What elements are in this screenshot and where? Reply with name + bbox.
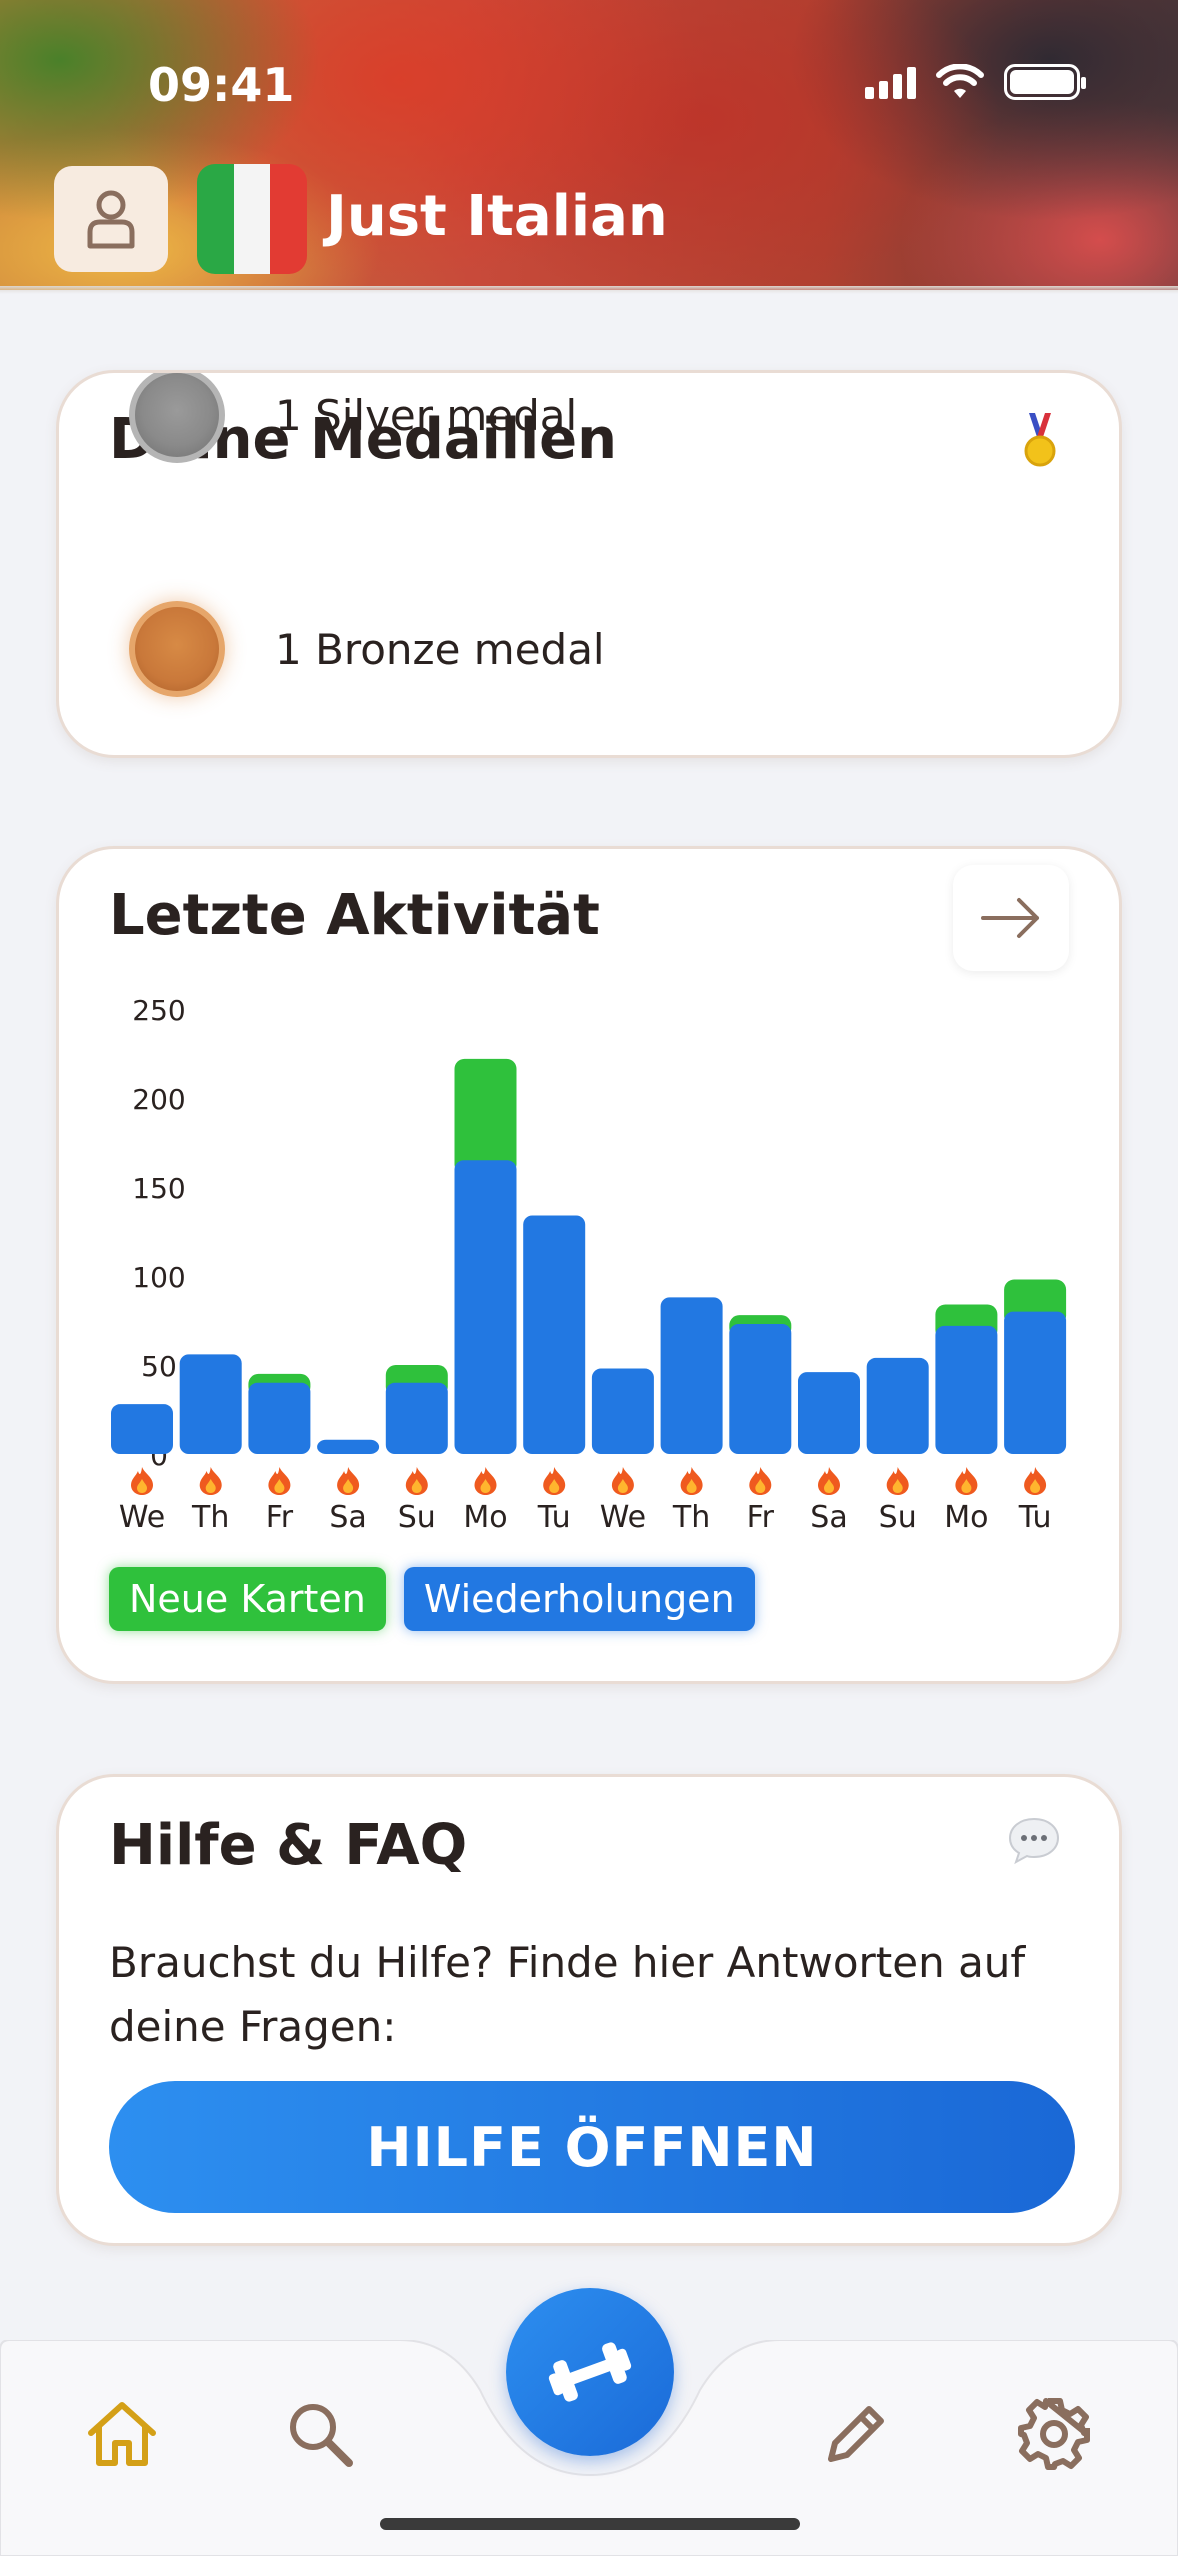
practice-button[interactable] bbox=[506, 2288, 674, 2456]
flame-icon bbox=[818, 1467, 840, 1495]
tab-search[interactable] bbox=[270, 2384, 370, 2484]
tabbar-background bbox=[0, 2340, 1178, 2556]
bar-reviews[interactable] bbox=[798, 1372, 860, 1454]
bronze-medal-icon bbox=[129, 601, 225, 697]
wifi-icon bbox=[936, 64, 984, 98]
bar-reviews[interactable] bbox=[935, 1325, 998, 1454]
y-tick-label: 50 bbox=[141, 1350, 177, 1383]
tab-home[interactable] bbox=[72, 2384, 172, 2484]
bar-reviews[interactable] bbox=[317, 1439, 380, 1454]
flame-icon bbox=[268, 1467, 291, 1495]
bronze-medal-label: 1 Bronze medal bbox=[275, 624, 605, 674]
chart-legend: Neue Karten Wiederholungen bbox=[109, 1567, 755, 1631]
flame-icon bbox=[474, 1467, 497, 1495]
y-tick-label: 200 bbox=[132, 1083, 185, 1116]
silver-medal-label: 1 Silver medal bbox=[275, 390, 578, 440]
bar-reviews[interactable] bbox=[660, 1297, 723, 1454]
medal-icon bbox=[1024, 413, 1056, 467]
medals-card: Deine Medaillen 1 Silver medal 1 Bronze … bbox=[56, 370, 1122, 758]
battery-icon bbox=[1004, 64, 1086, 100]
x-tick-label: We bbox=[119, 1500, 165, 1535]
silver-medal-icon bbox=[129, 373, 225, 463]
pencil-icon bbox=[828, 2406, 884, 2462]
app-title: Just Italian bbox=[326, 184, 668, 249]
bar-reviews[interactable] bbox=[454, 1160, 517, 1454]
flame-icon bbox=[337, 1467, 360, 1495]
flame-icon bbox=[955, 1467, 978, 1495]
home-icon bbox=[88, 2402, 156, 2466]
y-tick-label: 250 bbox=[132, 994, 185, 1027]
status-time: 09:41 bbox=[148, 58, 295, 112]
x-tick-label: We bbox=[600, 1500, 646, 1535]
x-tick-label: Mo bbox=[463, 1500, 507, 1535]
x-tick-label: Th bbox=[191, 1500, 229, 1535]
bar-reviews[interactable] bbox=[591, 1368, 654, 1454]
help-card: Hilfe & FAQ Brauchst du Hilfe? Finde hie… bbox=[56, 1774, 1122, 2246]
x-tick-label: Fr bbox=[266, 1500, 294, 1535]
profile-button[interactable] bbox=[54, 166, 168, 272]
tab-edit[interactable] bbox=[806, 2384, 906, 2484]
cellular-signal-icon bbox=[865, 65, 916, 99]
bar-reviews[interactable] bbox=[248, 1382, 311, 1454]
italian-flag-icon[interactable] bbox=[197, 164, 307, 274]
x-tick-label: Th bbox=[672, 1500, 710, 1535]
flame-icon bbox=[131, 1467, 153, 1495]
bar-reviews[interactable] bbox=[111, 1404, 173, 1454]
flame-icon bbox=[199, 1467, 222, 1495]
flame-icon bbox=[1024, 1467, 1047, 1495]
activity-title: Letzte Aktivität bbox=[109, 883, 600, 948]
home-indicator bbox=[380, 2518, 800, 2530]
status-icons bbox=[865, 64, 1086, 100]
x-tick-label: Sa bbox=[329, 1500, 366, 1535]
medal-row-silver: 1 Silver medal bbox=[129, 373, 578, 463]
x-tick-label: Fr bbox=[747, 1500, 775, 1535]
bar-reviews[interactable] bbox=[1004, 1311, 1067, 1454]
dumbbell-icon bbox=[548, 2342, 632, 2402]
bar-reviews[interactable] bbox=[729, 1324, 792, 1454]
legend-new-cards[interactable]: Neue Karten bbox=[109, 1567, 386, 1631]
x-tick-label: Su bbox=[398, 1500, 436, 1535]
y-tick-label: 100 bbox=[132, 1261, 185, 1294]
flame-icon bbox=[680, 1467, 703, 1495]
flame-icon bbox=[405, 1467, 428, 1495]
bar-reviews[interactable] bbox=[385, 1382, 448, 1454]
flame-icon bbox=[543, 1467, 566, 1495]
gear-icon bbox=[1018, 2398, 1090, 2470]
x-tick-label: Tu bbox=[537, 1500, 571, 1535]
chat-bubble-icon bbox=[1008, 1817, 1060, 1865]
arrow-right-icon bbox=[981, 898, 1039, 938]
app-header: 09:41 Just Italian bbox=[0, 0, 1178, 294]
search-icon bbox=[290, 2404, 353, 2467]
help-description: Brauchst du Hilfe? Finde hier Antworten … bbox=[109, 1938, 1026, 2051]
flame-icon bbox=[749, 1467, 772, 1495]
bar-reviews[interactable] bbox=[179, 1354, 242, 1454]
activity-card: Letzte Aktivität 0 50 100 150 200 250 We Th Fr Sa… bbox=[56, 846, 1122, 1684]
help-title: Hilfe & FAQ bbox=[109, 1813, 468, 1878]
activity-details-button[interactable] bbox=[953, 865, 1069, 971]
x-tick-label: Mo bbox=[944, 1500, 988, 1535]
bar-reviews[interactable] bbox=[866, 1357, 929, 1454]
legend-reviews[interactable]: Wiederholungen bbox=[403, 1567, 755, 1631]
flame-icon bbox=[886, 1467, 909, 1495]
x-tick-label: Sa bbox=[810, 1500, 847, 1535]
user-icon bbox=[87, 190, 135, 249]
bar-reviews[interactable] bbox=[523, 1215, 586, 1454]
x-tick-label: Su bbox=[879, 1500, 917, 1535]
bar-new-cards[interactable] bbox=[454, 1058, 517, 1175]
y-tick-label: 150 bbox=[132, 1172, 185, 1205]
x-tick-label: Tu bbox=[1018, 1500, 1052, 1535]
flame-icon bbox=[611, 1467, 634, 1495]
open-help-button[interactable]: HILFE ÖFFNEN bbox=[109, 2081, 1075, 2213]
medal-row-bronze: 1 Bronze medal bbox=[129, 601, 605, 697]
tab-settings[interactable] bbox=[1004, 2384, 1104, 2484]
